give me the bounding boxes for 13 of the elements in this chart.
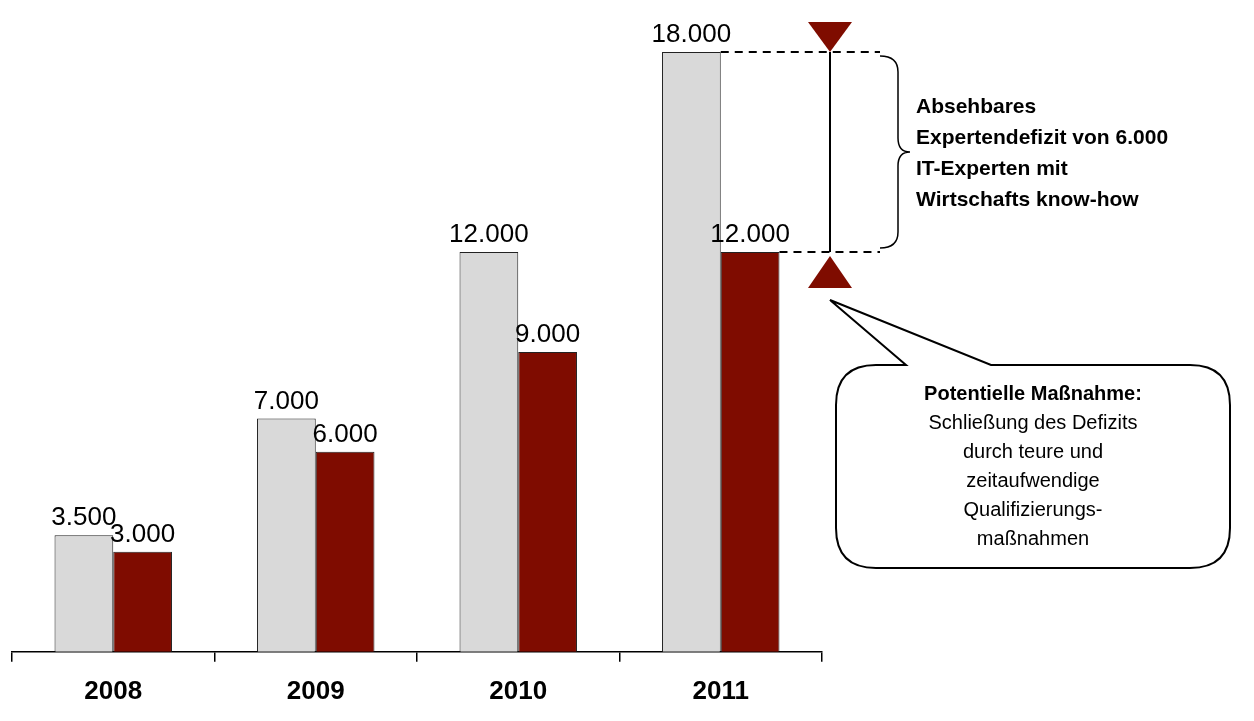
text: Schließung des Defizits durch teure und zeitaufwendige Qualifizierungs- maßnahmen	[927, 410, 1139, 551]
data-label: 9.000	[515, 318, 581, 349]
x-tick-label: 2009	[286, 674, 345, 705]
x-tick-label: 2011	[692, 674, 749, 705]
x-tick-label: 2010	[489, 674, 548, 705]
text: Potentielle Maßnahme:	[923, 381, 1143, 406]
data-label: 7.000	[253, 384, 319, 415]
text: Absehbares Expertendefizit von 6.000 IT-Experten mit Wirtschafts know-how	[916, 92, 1169, 212]
data-label: 18.000	[651, 18, 732, 49]
data-label: 12.000	[710, 218, 790, 249]
data-label: 12.000	[449, 218, 529, 249]
x-tick-label: 2008	[84, 674, 143, 705]
data-label: 6.000	[312, 418, 378, 449]
